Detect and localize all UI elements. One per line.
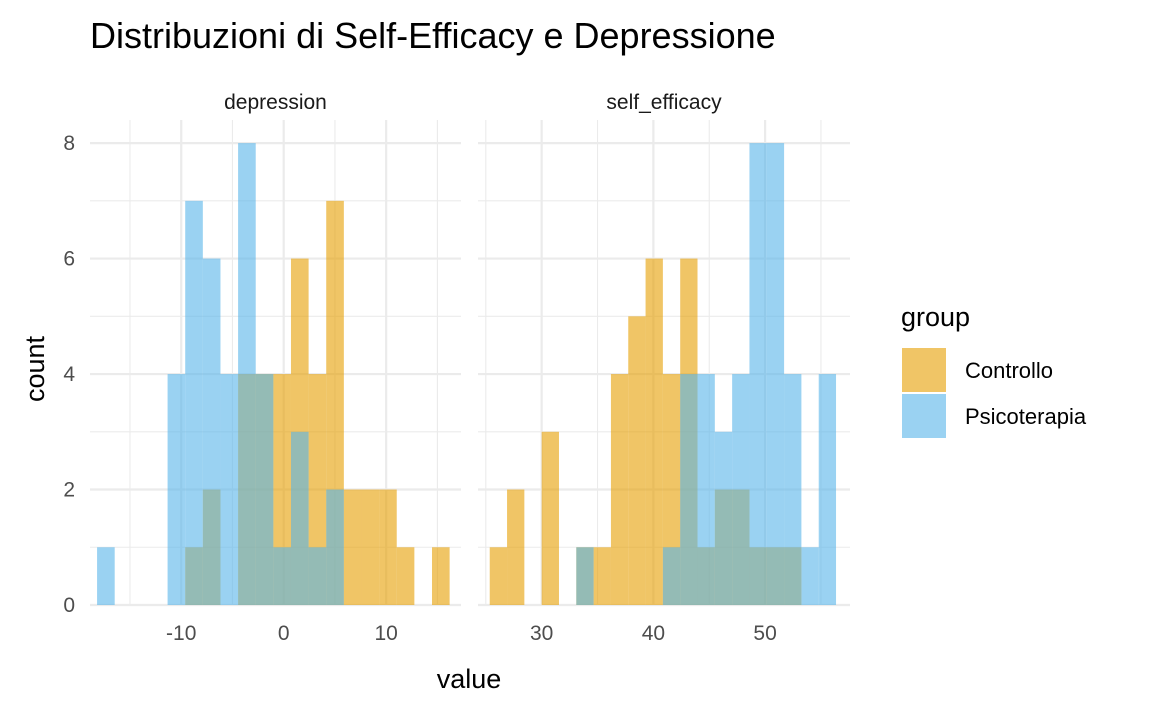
histogram-bar	[185, 200, 203, 606]
histogram-bar	[396, 547, 415, 605]
x-axis-title: value	[437, 664, 502, 694]
histogram-bar	[749, 143, 767, 605]
y-tick-label: 6	[63, 248, 75, 271]
x-tick-label: 30	[530, 622, 553, 645]
legend-label: Controllo	[965, 358, 1053, 383]
legend-key	[902, 348, 946, 392]
y-axis-title: count	[20, 335, 50, 402]
facet-panels: depression -10 0 10 0 2 4 6 8 self_efficacy 30 40 50	[63, 91, 850, 645]
legend-item-controllo: Controllo	[902, 348, 1053, 392]
y-tick-label: 0	[63, 594, 75, 617]
histogram-bar	[167, 374, 186, 605]
histogram-bar	[662, 547, 681, 605]
histogram-bar	[343, 489, 362, 605]
histogram-bar	[273, 547, 291, 605]
legend-title: group	[901, 302, 970, 332]
histogram-bar	[714, 431, 733, 605]
histogram-bar	[732, 374, 750, 605]
histogram-bar	[238, 143, 256, 605]
x-tick-label: -10	[166, 622, 196, 645]
histogram-bar	[801, 547, 819, 605]
histogram-bar	[326, 489, 344, 605]
y-tick-label: 4	[63, 363, 75, 386]
histogram-bar	[255, 374, 274, 605]
facet-strip-label: depression	[224, 91, 327, 114]
histogram-bar	[818, 374, 837, 605]
histogram-bar	[628, 316, 646, 605]
series-psicoterapia-self-efficacy	[576, 143, 837, 605]
histogram-bar	[784, 374, 802, 605]
series-psicoterapia-depression	[97, 143, 344, 606]
histogram-bar	[379, 489, 397, 605]
y-tick-label: 2	[63, 479, 75, 502]
histogram-bar	[220, 374, 239, 605]
histogram-bar	[507, 489, 525, 605]
x-tick-label: 40	[642, 622, 665, 645]
histogram-bar	[766, 143, 785, 605]
legend-label: Psicoterapia	[965, 404, 1087, 429]
legend: group Controllo Psicoterapia	[901, 302, 1087, 438]
x-tick-label: 10	[375, 622, 398, 645]
histogram-bar	[645, 258, 663, 605]
histogram-bar	[290, 431, 309, 605]
facet-strip-label: self_efficacy	[606, 91, 722, 114]
histogram-bar	[697, 374, 715, 605]
histogram-bar	[97, 547, 115, 605]
x-tick-label: 0	[278, 622, 290, 645]
x-tick-label: 50	[753, 622, 776, 645]
histogram-bar	[202, 258, 221, 605]
histogram-bar	[431, 547, 450, 605]
facet-panel-self-efficacy: self_efficacy 30 40 50	[478, 91, 850, 645]
histogram-bar	[541, 431, 559, 605]
legend-key	[902, 394, 946, 438]
y-tick-label: 8	[63, 132, 75, 155]
histogram-bar	[680, 374, 698, 605]
histogram-bar	[361, 489, 380, 605]
histogram-bar	[593, 547, 611, 605]
histogram-bar	[308, 547, 327, 605]
chart-title: Distribuzioni di Self-Efficacy e Depress…	[90, 15, 776, 56]
facet-panel-depression: depression -10 0 10 0 2 4 6 8	[63, 91, 461, 645]
histogram-bar	[576, 547, 594, 605]
legend-item-psicoterapia: Psicoterapia	[902, 394, 1087, 438]
histogram-bar	[489, 547, 508, 605]
histogram-bar	[610, 374, 629, 605]
